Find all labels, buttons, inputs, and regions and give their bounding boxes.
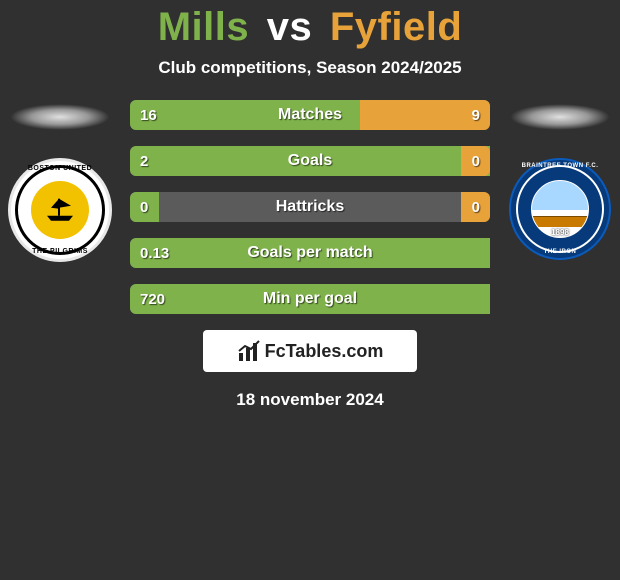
ship-icon — [45, 196, 75, 222]
subtitle: Club competitions, Season 2024/2025 — [0, 58, 620, 78]
stat-row: 169Matches — [130, 100, 490, 130]
crest-right-year: 1898 — [551, 228, 569, 237]
stat-row: 0.13Goals per match — [130, 238, 490, 268]
stat-label: Min per goal — [130, 284, 490, 314]
title-player2: Fyfield — [330, 5, 462, 49]
stats-list: 169Matches 20Goals 00Hattricks 0.13Goals pe… — [130, 96, 490, 314]
stat-label: Matches — [130, 100, 490, 130]
right-side: 1898 BRAINTREE TOWN F.C. THE IRON — [500, 96, 620, 260]
stat-label: Goals per match — [130, 238, 490, 268]
title: Mills vs Fyfield — [0, 5, 620, 50]
stat-row: 00Hattricks — [130, 192, 490, 222]
crest-right-bottom: THE IRON — [544, 249, 577, 255]
crest-left-top: BOSTON UNITED — [28, 165, 92, 172]
stat-row: 20Goals — [130, 146, 490, 176]
title-player1: Mills — [158, 5, 249, 49]
chart-icon — [237, 339, 261, 363]
brand-text: FcTables.com — [265, 341, 384, 362]
left-side: BOSTON UNITED THE PILGRIMS — [0, 96, 120, 262]
stat-row: 720Min per goal — [130, 284, 490, 314]
crest-right-top: BRAINTREE TOWN F.C. — [522, 163, 599, 169]
date: 18 november 2024 — [0, 390, 620, 410]
body: BOSTON UNITED THE PILGRIMS 1898 BRAINTRE… — [0, 96, 620, 410]
stat-label: Hattricks — [130, 192, 490, 222]
player-shadow-left — [10, 104, 110, 130]
crest-left-bottom: THE PILGRIMS — [32, 248, 88, 255]
stat-label: Goals — [130, 146, 490, 176]
brand-badge[interactable]: FcTables.com — [203, 330, 417, 372]
player-shadow-right — [510, 104, 610, 130]
club-crest-left: BOSTON UNITED THE PILGRIMS — [8, 158, 112, 262]
title-vs: vs — [267, 5, 313, 49]
comparison-card: Mills vs Fyfield Club competitions, Seas… — [0, 5, 620, 410]
club-crest-right: 1898 BRAINTREE TOWN F.C. THE IRON — [509, 158, 611, 260]
